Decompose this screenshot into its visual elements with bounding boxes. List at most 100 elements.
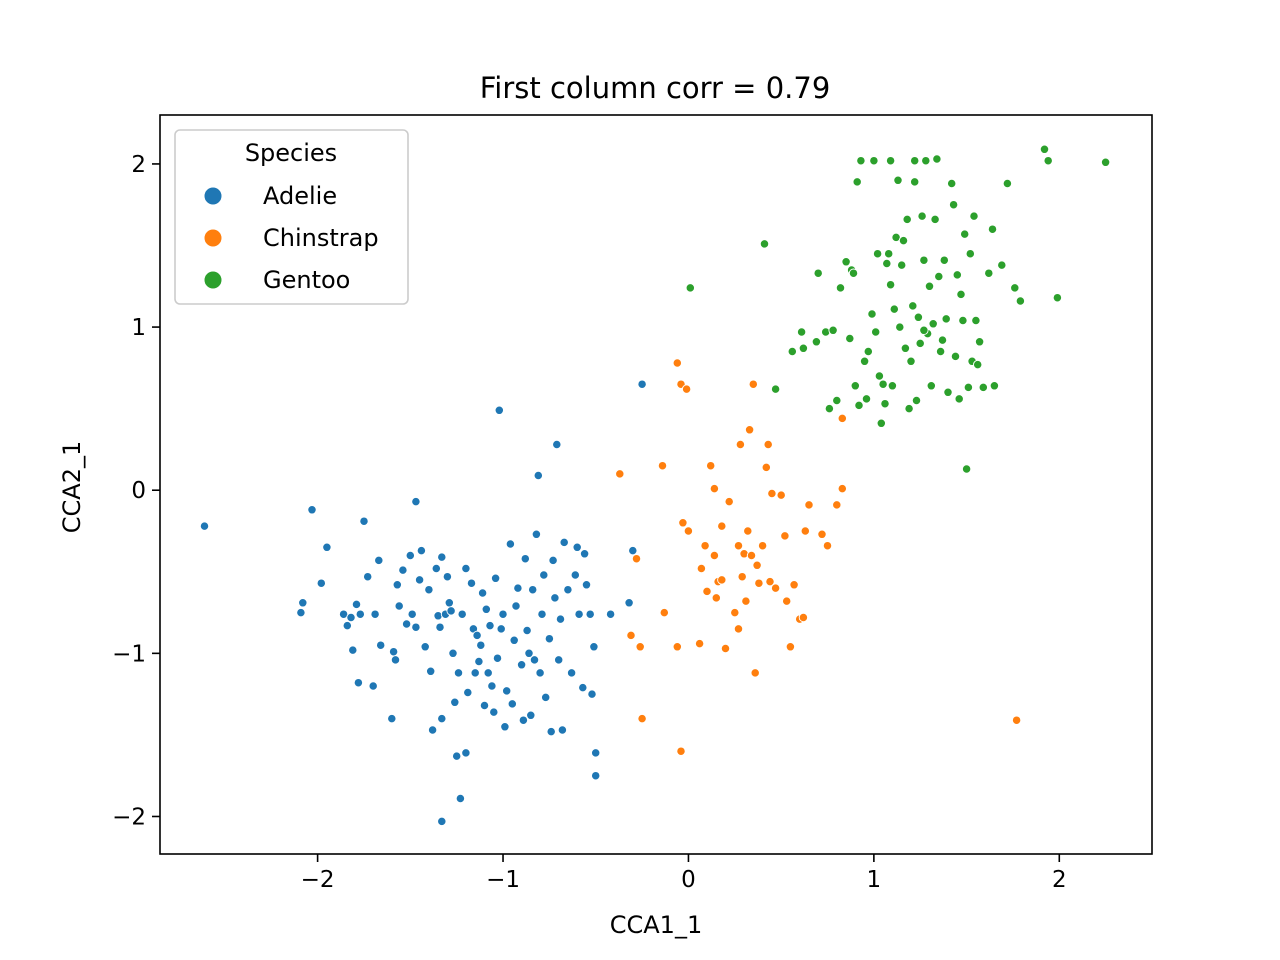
point-adelie-74 <box>502 686 512 696</box>
series-adelie <box>199 379 647 827</box>
point-adelie-46 <box>448 648 458 658</box>
point-chinstrap-45 <box>776 490 786 500</box>
point-gentoo-13 <box>845 333 855 344</box>
point-adelie-82 <box>520 554 530 564</box>
point-adelie-49 <box>453 668 464 678</box>
point-gentoo-72 <box>958 315 968 326</box>
point-chinstrap-1 <box>626 630 636 641</box>
point-chinstrap-0 <box>615 469 625 479</box>
point-chinstrap-25 <box>724 496 734 507</box>
point-gentoo-23 <box>867 309 877 319</box>
legend-marker <box>203 186 223 206</box>
point-chinstrap-19 <box>709 483 720 494</box>
legend-marker <box>203 228 223 248</box>
point-adelie-98 <box>552 439 562 450</box>
point-adelie-24 <box>398 565 408 575</box>
point-chinstrap-12 <box>681 384 692 394</box>
point-adelie-11 <box>353 678 364 688</box>
point-chinstrap-3 <box>635 642 645 652</box>
x-axis-ticks: −2 −1 0 1 2 <box>301 854 1067 893</box>
point-adelie-13 <box>359 516 369 526</box>
point-adelie-17 <box>374 555 384 566</box>
point-adelie-92 <box>539 570 549 580</box>
point-chinstrap-14 <box>694 638 705 649</box>
point-adelie-55 <box>466 578 477 588</box>
point-adelie-103 <box>563 585 573 595</box>
point-gentoo-68 <box>950 351 961 362</box>
point-gentoo-12 <box>841 257 851 267</box>
point-gentoo-51 <box>917 211 927 221</box>
point-adelie-80 <box>516 660 527 670</box>
point-gentoo-47 <box>910 177 920 187</box>
point-chinstrap-26 <box>730 607 740 618</box>
point-gentoo-5 <box>811 337 822 347</box>
point-adelie-86 <box>528 585 538 595</box>
point-gentoo-71 <box>956 289 966 300</box>
point-adelie-99 <box>554 655 564 665</box>
point-adelie-65 <box>485 620 495 631</box>
point-gentoo-67 <box>948 200 959 210</box>
point-gentoo-63 <box>939 255 949 265</box>
point-adelie-111 <box>585 609 595 619</box>
point-gentoo-91 <box>1043 156 1053 166</box>
point-adelie-84 <box>524 648 534 658</box>
point-gentoo-42 <box>902 214 912 225</box>
point-chinstrap-37 <box>752 560 762 570</box>
point-adelie-110 <box>581 580 592 590</box>
point-adelie-12 <box>355 609 365 619</box>
point-adelie-116 <box>605 609 616 619</box>
point-gentoo-34 <box>885 280 896 290</box>
point-adelie-69 <box>492 653 503 663</box>
point-adelie-94 <box>544 634 555 644</box>
point-gentoo-18 <box>856 156 866 166</box>
point-gentoo-1 <box>759 239 770 249</box>
point-adelie-63 <box>481 604 491 614</box>
point-chinstrap-10 <box>676 746 686 756</box>
point-gentoo-21 <box>861 394 872 404</box>
point-adelie-26 <box>405 550 415 561</box>
point-adelie-106 <box>572 542 582 552</box>
point-adelie-71 <box>496 624 506 634</box>
legend-entry-gentoo: Gentoo <box>203 266 350 294</box>
point-adelie-68 <box>490 573 501 583</box>
point-chinstrap-5 <box>657 461 668 471</box>
point-gentoo-6 <box>813 268 823 278</box>
point-adelie-119 <box>637 379 647 389</box>
point-gentoo-16 <box>850 381 860 391</box>
point-chinstrap-57 <box>837 483 847 494</box>
point-adelie-14 <box>363 572 373 582</box>
point-adelie-1 <box>298 598 308 608</box>
point-chinstrap-59 <box>1011 715 1022 725</box>
point-gentoo-43 <box>904 403 914 414</box>
point-gentoo-20 <box>859 356 870 366</box>
point-adelie-57 <box>470 668 480 678</box>
point-gentoo-85 <box>989 381 1000 391</box>
legend-marker <box>203 270 223 290</box>
point-chinstrap-48 <box>785 642 796 652</box>
point-chinstrap-18 <box>706 461 716 471</box>
point-chinstrap-15 <box>696 563 707 574</box>
point-gentoo-74 <box>961 464 972 474</box>
point-gentoo-35 <box>887 381 898 391</box>
point-adelie-20 <box>388 647 399 657</box>
point-adelie-31 <box>416 545 427 556</box>
plot-area-frame <box>159 114 1153 855</box>
point-adelie-23 <box>394 601 404 611</box>
legend-label: Gentoo <box>263 266 350 294</box>
point-chinstrap-38 <box>754 578 764 588</box>
point-adelie-62 <box>479 700 490 711</box>
point-gentoo-82 <box>978 382 988 393</box>
point-adelie-109 <box>579 549 590 559</box>
point-adelie-34 <box>426 666 436 676</box>
point-chinstrap-33 <box>744 425 755 435</box>
point-adelie-72 <box>498 609 508 619</box>
point-gentoo-53 <box>921 156 931 166</box>
point-gentoo-80 <box>973 359 983 370</box>
point-chinstrap-40 <box>761 462 771 473</box>
point-adelie-117 <box>624 598 634 608</box>
point-gentoo-32 <box>884 249 894 259</box>
point-chinstrap-55 <box>822 541 833 551</box>
point-gentoo-69 <box>952 270 962 280</box>
point-gentoo-78 <box>969 211 979 221</box>
point-gentoo-28 <box>876 418 886 428</box>
